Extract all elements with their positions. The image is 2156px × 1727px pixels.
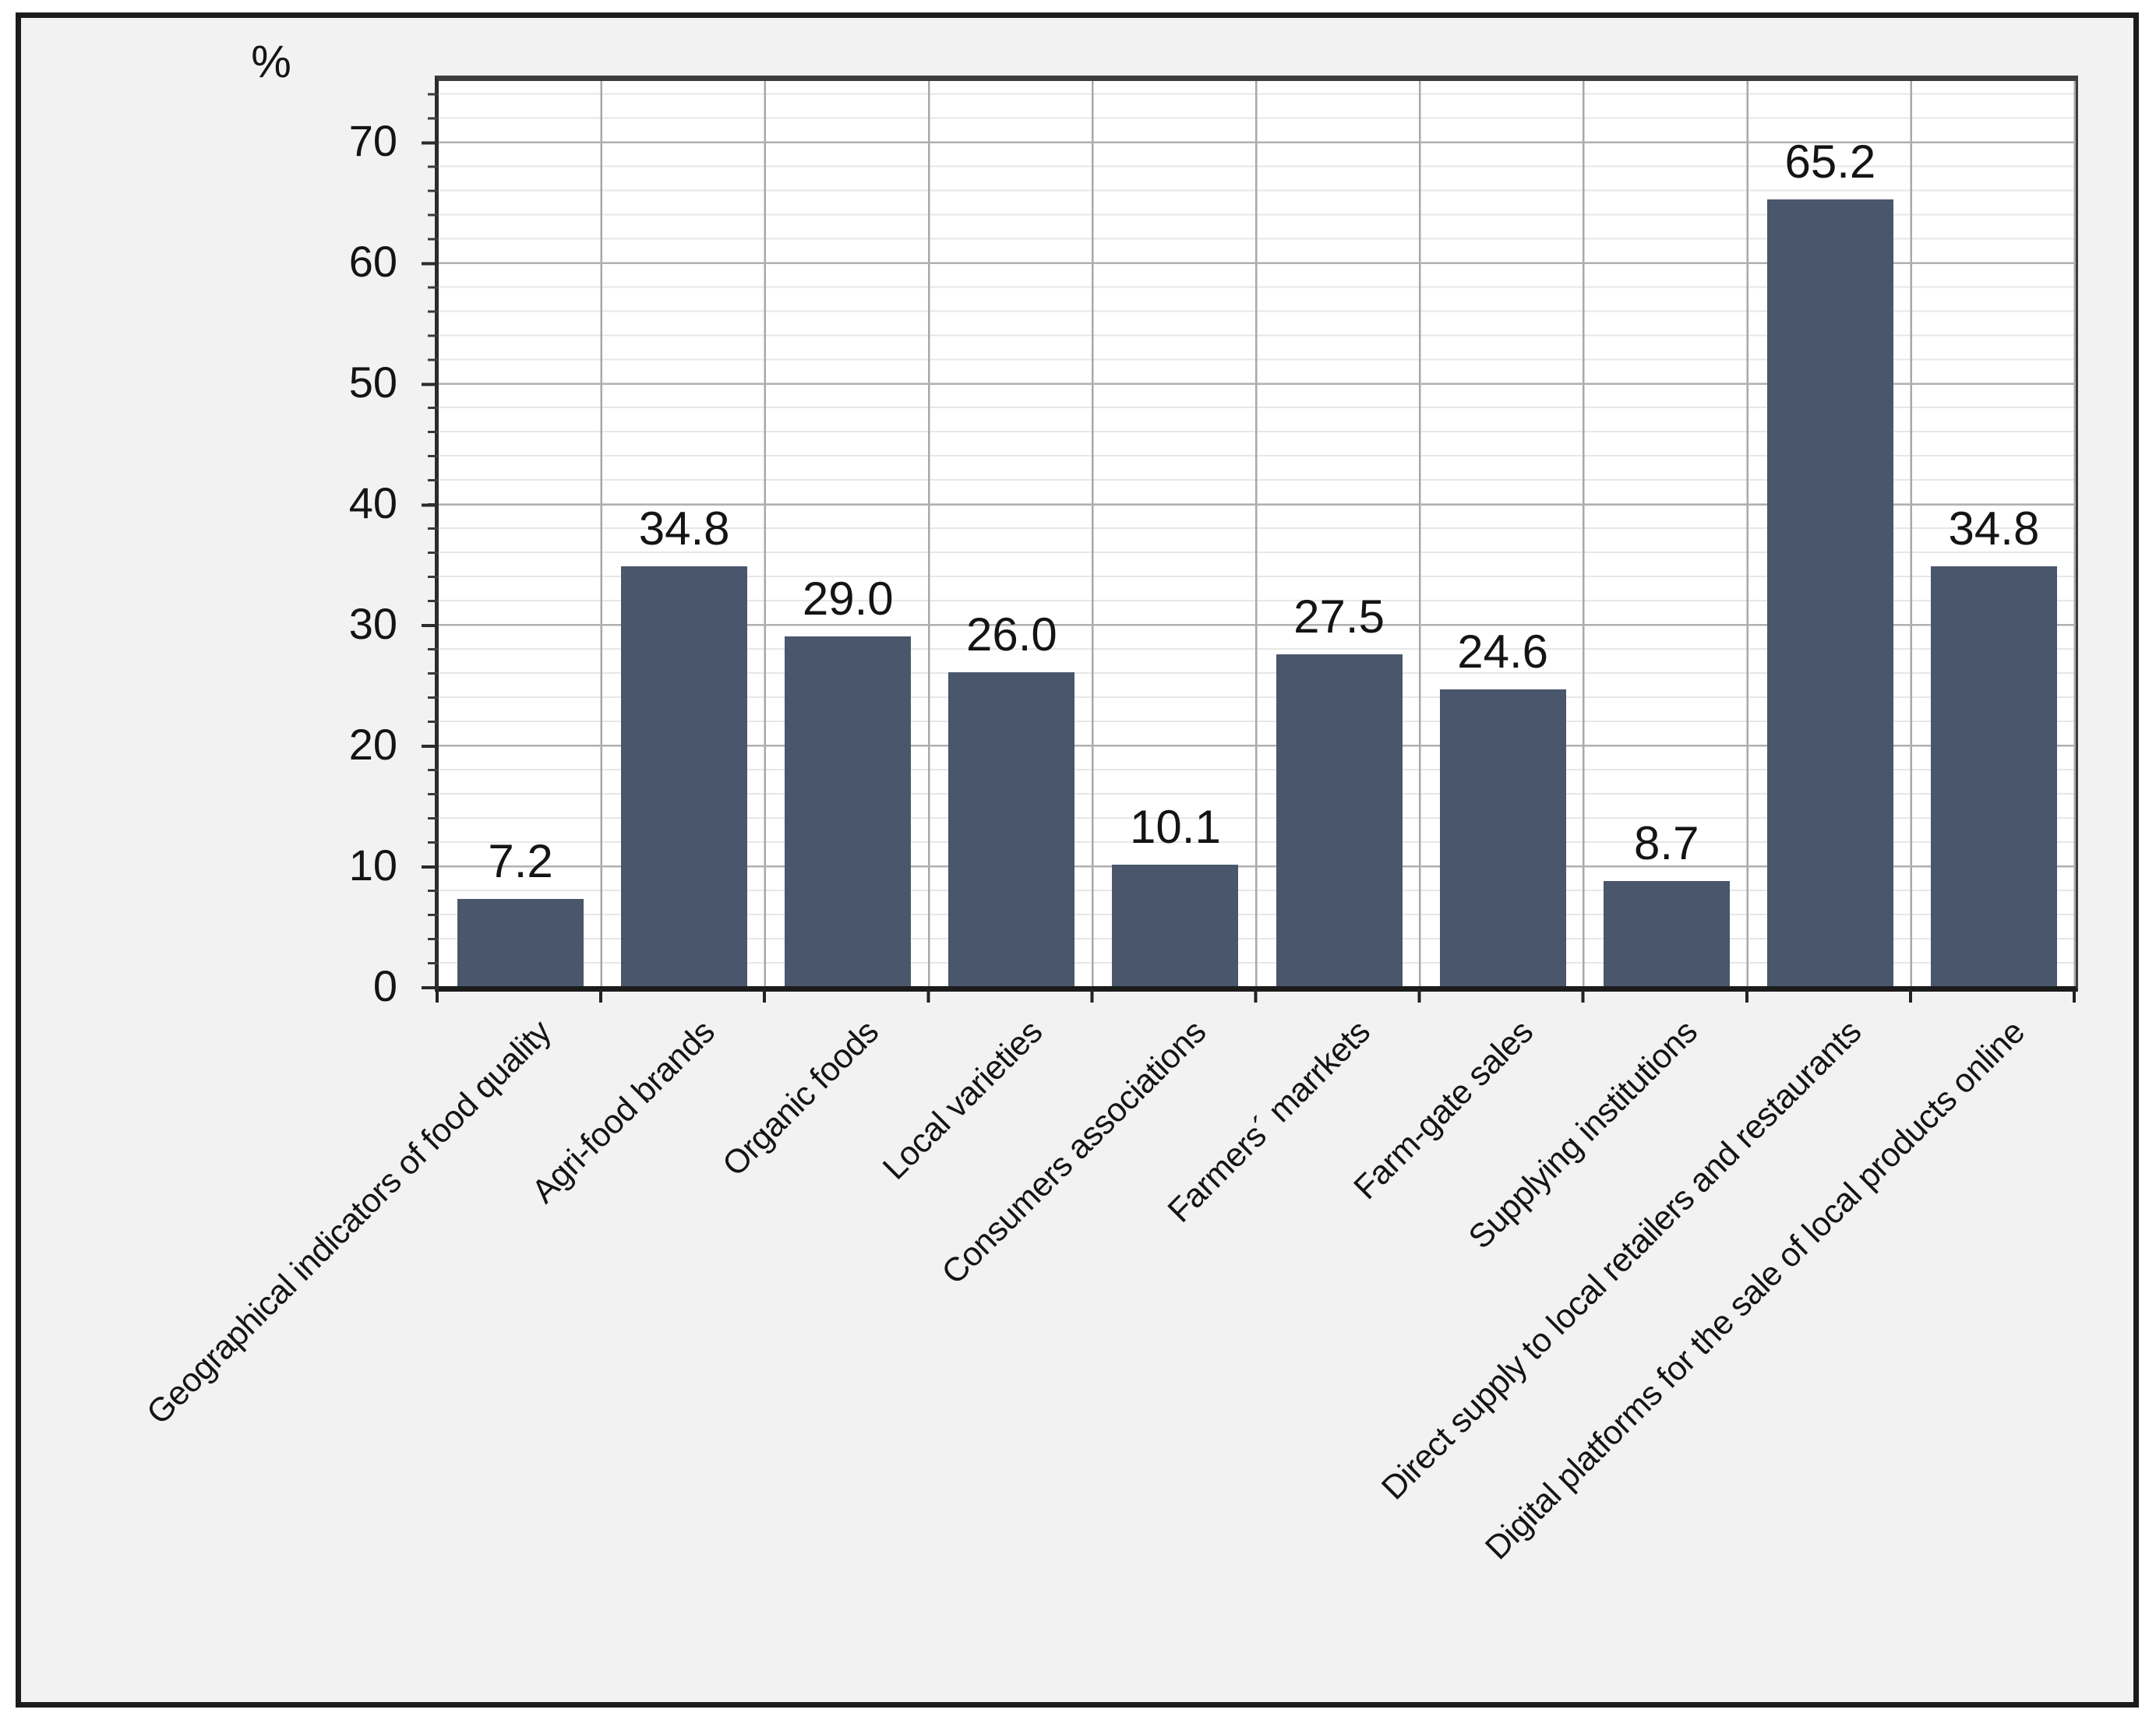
y-axis-tick-label: 20 <box>348 720 397 770</box>
bar <box>1603 881 1730 986</box>
bar-value-label: 34.8 <box>638 502 730 555</box>
y-axis-tick-label: 40 <box>348 478 397 528</box>
bar-value-label: 8.7 <box>1634 817 1699 870</box>
bar-value-label: 34.8 <box>1948 502 2040 555</box>
bar <box>785 636 912 986</box>
y-axis-tick-label: 60 <box>348 237 397 287</box>
bar-value-label: 10.1 <box>1130 800 1221 853</box>
bar <box>1112 864 1239 986</box>
bar-value-label: 24.6 <box>1457 625 1549 678</box>
plot-area: 7.2 34.8 29.0 26.0 10.1 27.5 24.6 8.7 65.2 34.8 <box>435 76 2078 992</box>
y-axis-tick-label: 10 <box>348 841 397 890</box>
bar <box>1276 654 1403 986</box>
y-axis-tick-label: 0 <box>372 961 397 1010</box>
y-axis-tick-label: 70 <box>348 116 397 166</box>
y-axis-major-ticks <box>422 81 439 989</box>
bar <box>457 899 584 986</box>
bar-value-label: 65.2 <box>1784 135 1876 188</box>
bar-value-label: 29.0 <box>802 572 894 625</box>
bar-value-label: 27.5 <box>1293 590 1385 643</box>
x-axis-ticks <box>436 989 2077 1003</box>
bar <box>948 672 1075 986</box>
bar-value-label: 7.2 <box>488 835 553 888</box>
bar <box>621 566 748 986</box>
bar-value-label: 26.0 <box>965 608 1057 661</box>
bar <box>1930 566 2057 986</box>
y-axis-unit-label: % <box>251 37 291 87</box>
bar <box>1766 199 1893 986</box>
y-axis-tick-label: 30 <box>348 599 397 649</box>
bar <box>1439 689 1566 986</box>
y-axis-tick-label: 50 <box>348 358 397 407</box>
